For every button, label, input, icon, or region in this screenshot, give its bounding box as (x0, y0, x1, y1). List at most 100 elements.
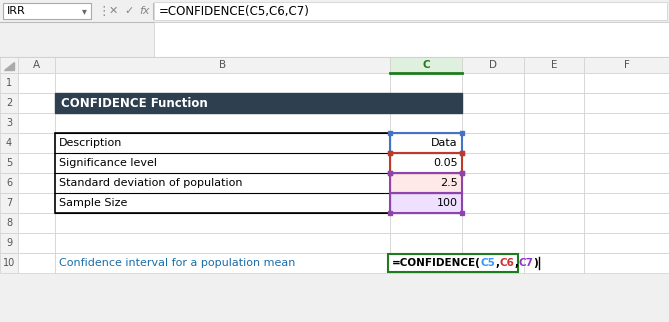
Bar (462, 73, 524, 93)
Bar (390, 93, 462, 113)
Text: B: B (219, 60, 226, 70)
Bar (0, 173, 18, 193)
Bar (524, 113, 584, 133)
Bar (584, 253, 669, 273)
Bar (0, 57, 18, 73)
Bar (18, 73, 55, 93)
Text: 7: 7 (6, 198, 12, 208)
Bar (390, 153, 462, 173)
Bar (524, 57, 584, 73)
Bar (55, 213, 390, 233)
Bar (524, 173, 584, 193)
Bar (55, 57, 390, 73)
Bar (55, 173, 390, 193)
Bar (18, 213, 55, 233)
Bar (18, 93, 55, 113)
Bar (390, 73, 462, 93)
Text: Confidence interval for a population mean: Confidence interval for a population mea… (59, 258, 296, 268)
Text: A: A (33, 60, 40, 70)
Text: 9: 9 (6, 238, 12, 248)
Bar (55, 133, 462, 213)
Bar (18, 153, 55, 173)
Bar (55, 113, 390, 133)
Text: =CONFIDENCE(C5,C6,C7): =CONFIDENCE(C5,C6,C7) (159, 5, 310, 17)
Bar (390, 233, 462, 253)
Bar (524, 73, 584, 93)
Bar (390, 153, 462, 173)
Bar (55, 193, 390, 213)
Bar (55, 233, 390, 253)
Bar (462, 193, 524, 213)
Bar (584, 153, 669, 173)
Bar (390, 173, 462, 193)
Bar (524, 213, 584, 233)
Bar (462, 233, 524, 253)
Text: CONFIDENCE Function: CONFIDENCE Function (61, 97, 208, 109)
Bar (55, 133, 462, 213)
Bar (18, 253, 55, 273)
Text: IRR: IRR (7, 6, 25, 16)
Bar (0, 0, 669, 22)
Bar (584, 213, 669, 233)
Bar (462, 113, 524, 133)
Bar (524, 193, 584, 213)
Text: Significance level: Significance level (59, 158, 157, 168)
Bar (18, 193, 55, 213)
Bar (55, 73, 390, 93)
Bar (55, 153, 390, 173)
Bar (462, 93, 524, 113)
Text: 5: 5 (6, 158, 12, 168)
Bar (55, 253, 390, 273)
Bar (55, 133, 390, 153)
Bar (388, 254, 518, 272)
Bar (0, 133, 18, 153)
Bar (524, 253, 584, 273)
Text: E: E (551, 60, 557, 70)
Bar (154, 22, 669, 57)
Bar (390, 193, 462, 213)
Text: Data: Data (432, 138, 458, 148)
Text: Description: Description (59, 138, 122, 148)
Bar (584, 73, 669, 93)
Bar (462, 153, 524, 173)
Bar (462, 133, 524, 153)
Bar (462, 253, 524, 273)
Bar (0, 93, 18, 113)
Text: fx: fx (139, 6, 149, 16)
Bar (0, 193, 18, 213)
Text: =CONFIDENCE(: =CONFIDENCE( (392, 258, 481, 268)
Text: Sample Size: Sample Size (59, 198, 127, 208)
Text: ✕: ✕ (109, 6, 118, 16)
Bar (584, 173, 669, 193)
Bar (390, 173, 462, 193)
Bar (154, 2, 667, 20)
Bar (18, 173, 55, 193)
Bar (3, 3, 91, 19)
Text: ✓: ✓ (124, 6, 133, 16)
Text: 4: 4 (6, 138, 12, 148)
Text: Standard deviation of population: Standard deviation of population (59, 178, 242, 188)
Polygon shape (4, 62, 14, 70)
Bar (462, 213, 524, 233)
Bar (18, 133, 55, 153)
Bar (0, 213, 18, 233)
Text: ,: , (496, 258, 500, 268)
Bar (462, 57, 524, 73)
Bar (524, 153, 584, 173)
Text: 2.5: 2.5 (440, 178, 458, 188)
Text: C6: C6 (500, 258, 514, 268)
Bar (390, 173, 462, 193)
Bar (390, 193, 462, 213)
Bar (390, 57, 462, 73)
Bar (18, 57, 55, 73)
Text: 1: 1 (6, 78, 12, 88)
Text: C: C (422, 60, 429, 70)
Text: 8: 8 (6, 218, 12, 228)
Text: 100: 100 (437, 198, 458, 208)
Bar (390, 113, 462, 133)
Bar (18, 233, 55, 253)
Bar (390, 133, 462, 153)
Bar (584, 133, 669, 153)
Bar (55, 93, 390, 113)
Text: C5: C5 (481, 258, 496, 268)
